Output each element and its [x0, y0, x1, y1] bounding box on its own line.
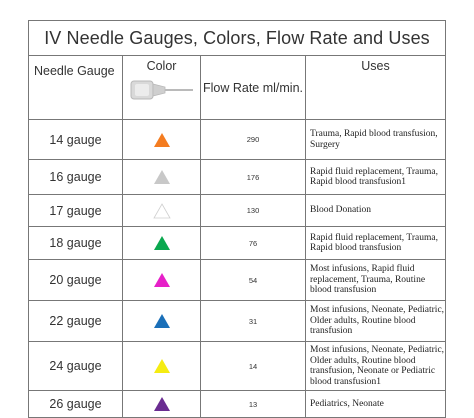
gauge-cell: 20 gauge — [28, 259, 123, 301]
color-cell — [122, 159, 201, 195]
uses-cell: Most infusions, Neonate, Pediatric, Olde… — [305, 300, 446, 342]
color-cell — [122, 341, 201, 391]
gauge-cell: 16 gauge — [28, 159, 123, 195]
gray-triangle-icon — [153, 170, 170, 184]
gauge-cell: 22 gauge — [28, 300, 123, 342]
color-cell — [122, 226, 201, 260]
table-row: 20 gauge 54 Most infusions, Rapid fluid … — [28, 259, 446, 301]
table-row: 22 gauge 31 Most infusions, Neonate, Ped… — [28, 300, 446, 342]
flow-cell: 54 — [200, 259, 306, 301]
table-row: 16 gauge 176 Rapid fluid replacement, Tr… — [28, 159, 446, 195]
gauge-cell: 26 gauge — [28, 390, 123, 418]
flow-cell: 31 — [200, 300, 306, 342]
flow-cell: 130 — [200, 194, 306, 227]
uses-cell: Most infusions, Neonate, Pediatric, Olde… — [305, 341, 446, 391]
table-row: 26 gauge 13 Pediatrics, Neonate — [28, 390, 446, 418]
header-uses: Uses — [305, 55, 446, 120]
header-flow-rate: Flow Rate ml/min. — [200, 55, 306, 120]
gauge-cell: 17 gauge — [28, 194, 123, 227]
flow-cell: 76 — [200, 226, 306, 260]
blue-triangle-icon — [153, 314, 170, 328]
table-row: 24 gauge 14 Most infusions, Neonate, Ped… — [28, 341, 446, 391]
color-cell — [122, 119, 201, 160]
uses-cell: Blood Donation — [305, 194, 446, 227]
white-triangle-icon — [152, 202, 171, 218]
uses-cell: Rapid fluid replacement, Trauma, Rapid b… — [305, 159, 446, 195]
table-row: 17 gauge 130 Blood Donation — [28, 194, 446, 227]
header-color-label: Color — [146, 59, 177, 73]
table-title: IV Needle Gauges, Colors, Flow Rate and … — [28, 20, 446, 56]
iv-catheter-icon — [130, 80, 193, 100]
color-cell — [122, 390, 201, 418]
flow-cell: 13 — [200, 390, 306, 418]
yellow-triangle-icon — [153, 359, 170, 373]
color-cell — [122, 194, 201, 227]
gauge-cell: 18 gauge — [28, 226, 123, 260]
gauge-cell: 24 gauge — [28, 341, 123, 391]
flow-cell: 290 — [200, 119, 306, 160]
flow-cell: 14 — [200, 341, 306, 391]
table-row: 18 gauge 76 Rapid fluid replacement, Tra… — [28, 226, 446, 260]
green-triangle-icon — [153, 236, 170, 250]
uses-cell: Trauma, Rapid blood transfusion, Surgery — [305, 119, 446, 160]
violet-triangle-icon — [153, 397, 170, 411]
header-gauge: Needle Gauge — [28, 55, 123, 120]
table-row: 14 gauge 290 Trauma, Rapid blood transfu… — [28, 119, 446, 160]
pink-triangle-icon — [153, 273, 170, 287]
uses-cell: Most infusions, Rapid fluid replacement,… — [305, 259, 446, 301]
header-color: Color — [122, 55, 201, 120]
color-cell — [122, 259, 201, 301]
uses-cell: Rapid fluid replacement, Trauma, Rapid b… — [305, 226, 446, 260]
color-cell — [122, 300, 201, 342]
flow-cell: 176 — [200, 159, 306, 195]
orange-triangle-icon — [153, 132, 170, 147]
gauge-cell: 14 gauge — [28, 119, 123, 160]
iv-gauge-table: IV Needle Gauges, Colors, Flow Rate and … — [28, 20, 446, 418]
header-row: Needle Gauge Color Flow Rate ml/min. Use… — [28, 55, 446, 120]
uses-cell: Pediatrics, Neonate — [305, 390, 446, 418]
